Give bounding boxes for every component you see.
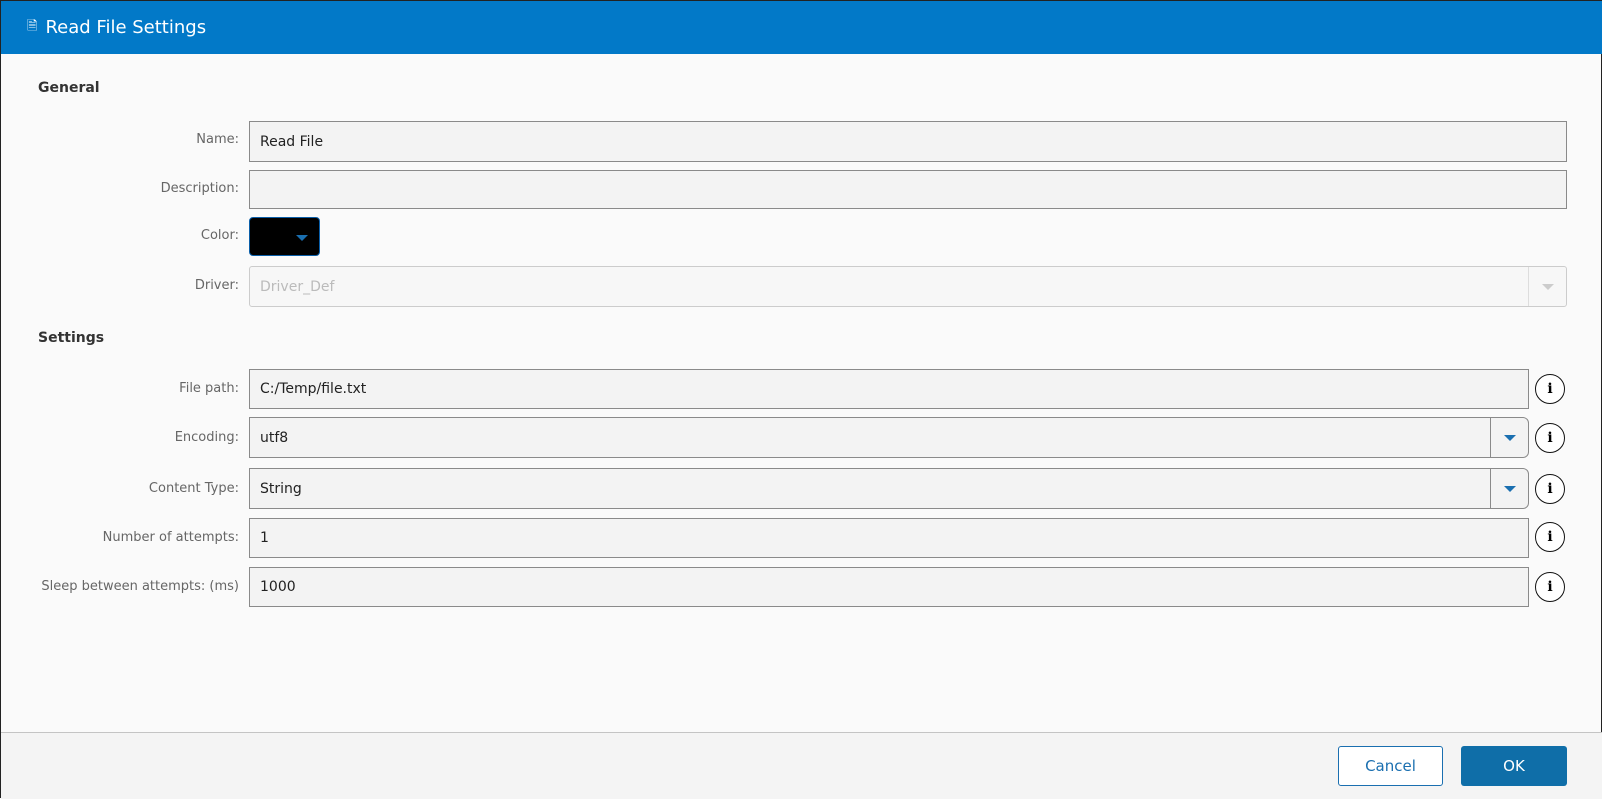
content-type-label: Content Type: — [148, 481, 239, 496]
chevron-down-icon — [1503, 434, 1516, 441]
driver-select[interactable]: Driver_Def — [249, 266, 1567, 307]
chevron-down-icon — [1541, 283, 1554, 290]
driver-label: Driver: — [194, 278, 239, 293]
description-label: Description: — [160, 181, 239, 196]
description-input[interactable] — [249, 170, 1567, 209]
section-settings-heading: Settings — [38, 330, 105, 346]
chevron-down-icon — [1503, 485, 1516, 492]
file-path-value: C:/Temp/file.txt — [260, 381, 367, 397]
file-path-input[interactable]: C:/Temp/file.txt — [249, 369, 1529, 409]
dialog-title: Read File Settings — [45, 17, 207, 38]
info-icon[interactable]: i — [1535, 474, 1565, 504]
name-value: Read File — [260, 133, 324, 150]
content-type-dropdown-button[interactable] — [1490, 469, 1528, 508]
name-input[interactable]: Read File — [249, 121, 1567, 162]
ok-button[interactable]: OK — [1461, 746, 1567, 786]
file-path-label: File path: — [179, 381, 239, 396]
encoding-dropdown-button[interactable] — [1490, 418, 1528, 457]
driver-value: Driver_Def — [260, 278, 335, 295]
encoding-label: Encoding: — [174, 430, 239, 445]
cancel-button[interactable]: Cancel — [1338, 746, 1443, 786]
attempts-value: 1 — [260, 530, 269, 546]
chevron-down-icon — [296, 235, 308, 241]
info-icon[interactable]: i — [1535, 572, 1565, 602]
sleep-label: Sleep between attempts: (ms) — [41, 579, 239, 594]
info-icon[interactable]: i — [1535, 374, 1565, 404]
name-label: Name: — [196, 132, 239, 147]
attempts-input[interactable]: 1 — [249, 518, 1529, 558]
dialog-footer — [1, 732, 1602, 799]
info-icon[interactable]: i — [1535, 522, 1565, 552]
color-picker-button[interactable] — [249, 217, 320, 256]
dialog-header: 🗎 Read File Settings — [1, 1, 1602, 54]
attempts-label: Number of attempts: — [102, 530, 239, 545]
sleep-value: 1000 — [260, 579, 296, 595]
content-type-value: String — [260, 480, 302, 497]
content-type-select[interactable]: String — [249, 468, 1529, 509]
encoding-value: utf8 — [260, 429, 289, 446]
encoding-select[interactable]: utf8 — [249, 417, 1529, 458]
info-icon[interactable]: i — [1535, 423, 1565, 453]
section-general-heading: General — [38, 80, 100, 96]
color-label: Color: — [200, 228, 239, 243]
driver-dropdown-button[interactable] — [1528, 267, 1566, 306]
script-file-icon: 🗎 — [27, 18, 38, 34]
sleep-input[interactable]: 1000 — [249, 567, 1529, 607]
